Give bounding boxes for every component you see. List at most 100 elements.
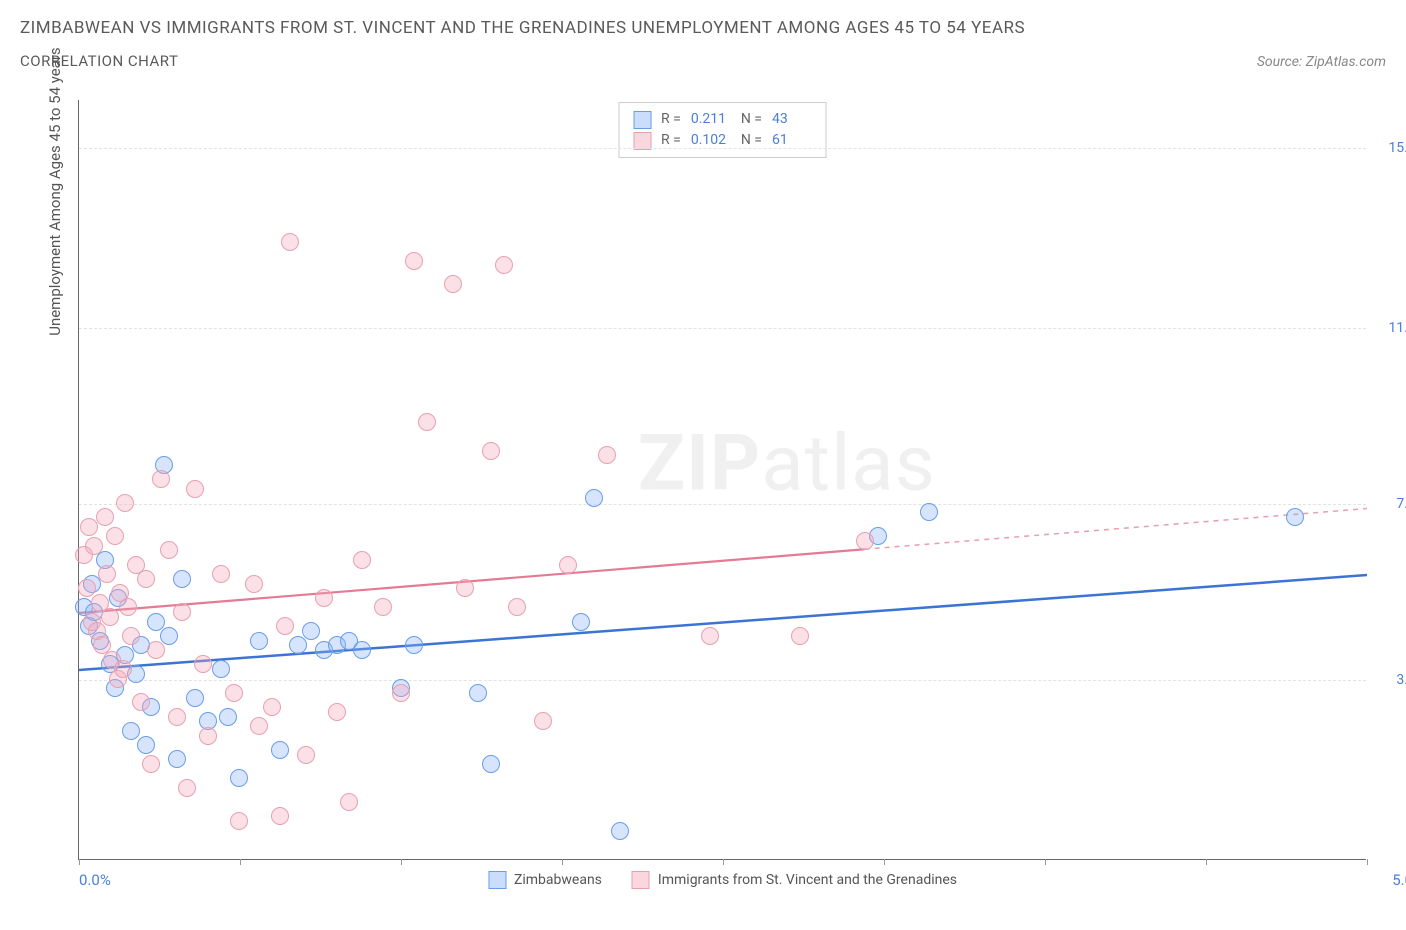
- x-tick: [1206, 859, 1207, 865]
- chart-subtitle: CORRELATION CHART: [20, 52, 178, 70]
- scatter-point: [559, 556, 577, 574]
- scatter-point: [469, 684, 487, 702]
- scatter-point: [186, 480, 204, 498]
- stats-legend-box: R = 0.211 N = 43 R = 0.102 N = 61: [618, 102, 827, 158]
- y-tick-label: 11.2%: [1371, 320, 1406, 336]
- scatter-point: [160, 627, 178, 645]
- scatter-point: [701, 627, 719, 645]
- scatter-point: [405, 252, 423, 270]
- scatter-point: [302, 622, 320, 640]
- scatter-point: [508, 598, 526, 616]
- y-tick-label: 3.8%: [1371, 672, 1406, 688]
- scatter-point: [482, 755, 500, 773]
- scatter-point: [225, 684, 243, 702]
- swatch-pink-icon: [632, 871, 650, 889]
- plot-area: ZIPatlas R = 0.211 N = 43 R = 0.102 N = …: [78, 100, 1366, 860]
- scatter-point: [791, 627, 809, 645]
- scatter-point: [1286, 508, 1304, 526]
- r-label: R =: [661, 109, 681, 130]
- legend-item-pink: Immigrants from St. Vincent and the Gren…: [632, 871, 957, 889]
- scatter-point: [585, 489, 603, 507]
- scatter-point: [98, 565, 116, 583]
- scatter-point: [297, 746, 315, 764]
- scatter-point: [250, 632, 268, 650]
- scatter-point: [920, 503, 938, 521]
- scatter-point: [444, 275, 462, 293]
- scatter-point: [137, 736, 155, 754]
- y-tick-label: 7.5%: [1371, 496, 1406, 512]
- x-tick: [723, 859, 724, 865]
- gridline: [79, 328, 1366, 329]
- scatter-point: [611, 822, 629, 840]
- scatter-point: [245, 575, 263, 593]
- y-tick-label: 15.0%: [1371, 140, 1406, 156]
- trendline-solid: [79, 575, 1367, 670]
- scatter-point: [152, 470, 170, 488]
- scatter-point: [132, 693, 150, 711]
- gridline: [79, 504, 1366, 505]
- scatter-point: [276, 617, 294, 635]
- scatter-point: [101, 608, 119, 626]
- scatter-point: [271, 741, 289, 759]
- watermark-part2: atlas: [761, 419, 936, 510]
- scatter-point: [122, 627, 140, 645]
- scatter-point: [289, 636, 307, 654]
- scatter-point: [114, 660, 132, 678]
- chart-title: ZIMBABWEAN VS IMMIGRANTS FROM ST. VINCEN…: [20, 18, 1386, 38]
- x-tick: [884, 859, 885, 865]
- scatter-point: [263, 698, 281, 716]
- scatter-point: [534, 712, 552, 730]
- scatter-point: [219, 708, 237, 726]
- scatter-point: [353, 551, 371, 569]
- gridline: [79, 680, 1366, 681]
- scatter-point: [147, 641, 165, 659]
- scatter-point: [572, 613, 590, 631]
- swatch-blue-icon: [633, 111, 651, 129]
- watermark: ZIPatlas: [638, 419, 936, 510]
- x-axis-min-label: 0.0%: [79, 871, 111, 889]
- scatter-point: [160, 541, 178, 559]
- scatter-point: [230, 769, 248, 787]
- subtitle-row: CORRELATION CHART Source: ZipAtlas.com: [20, 52, 1386, 70]
- scatter-point: [456, 579, 474, 597]
- scatter-point: [405, 636, 423, 654]
- chart-container: Unemployment Among Ages 45 to 54 years Z…: [20, 100, 1386, 900]
- scatter-point: [142, 755, 160, 773]
- scatter-point: [122, 722, 140, 740]
- scatter-point: [186, 689, 204, 707]
- scatter-point: [271, 807, 289, 825]
- x-tick: [1367, 859, 1368, 865]
- scatter-point: [418, 413, 436, 431]
- legend-item-blue: Zimbabweans: [488, 871, 602, 889]
- y-axis-title: Unemployment Among Ages 45 to 54 years: [46, 47, 64, 335]
- r-value: 0.211: [691, 109, 731, 130]
- scatter-point: [199, 727, 217, 745]
- legend-label: Immigrants from St. Vincent and the Gren…: [658, 872, 957, 888]
- scatter-point: [194, 655, 212, 673]
- scatter-point: [315, 589, 333, 607]
- scatter-point: [856, 532, 874, 550]
- scatter-point: [119, 598, 137, 616]
- scatter-point: [137, 570, 155, 588]
- source-label: Source: ZipAtlas.com: [1257, 54, 1386, 70]
- n-value: 43: [772, 109, 812, 130]
- scatter-point: [96, 508, 114, 526]
- scatter-point: [168, 750, 186, 768]
- scatter-point: [212, 660, 230, 678]
- scatter-point: [328, 703, 346, 721]
- gridline: [79, 148, 1366, 149]
- x-tick: [79, 859, 80, 865]
- x-axis-max-label: 5.0%: [1392, 871, 1406, 889]
- series-legend: Zimbabweans Immigrants from St. Vincent …: [488, 871, 957, 889]
- scatter-point: [230, 812, 248, 830]
- scatter-point: [173, 603, 191, 621]
- x-tick: [562, 859, 563, 865]
- scatter-point: [598, 446, 616, 464]
- watermark-part1: ZIP: [638, 419, 761, 510]
- x-tick: [401, 859, 402, 865]
- scatter-point: [250, 717, 268, 735]
- stats-row-blue: R = 0.211 N = 43: [633, 109, 812, 130]
- x-tick: [240, 859, 241, 865]
- legend-label: Zimbabweans: [514, 872, 602, 888]
- scatter-point: [212, 565, 230, 583]
